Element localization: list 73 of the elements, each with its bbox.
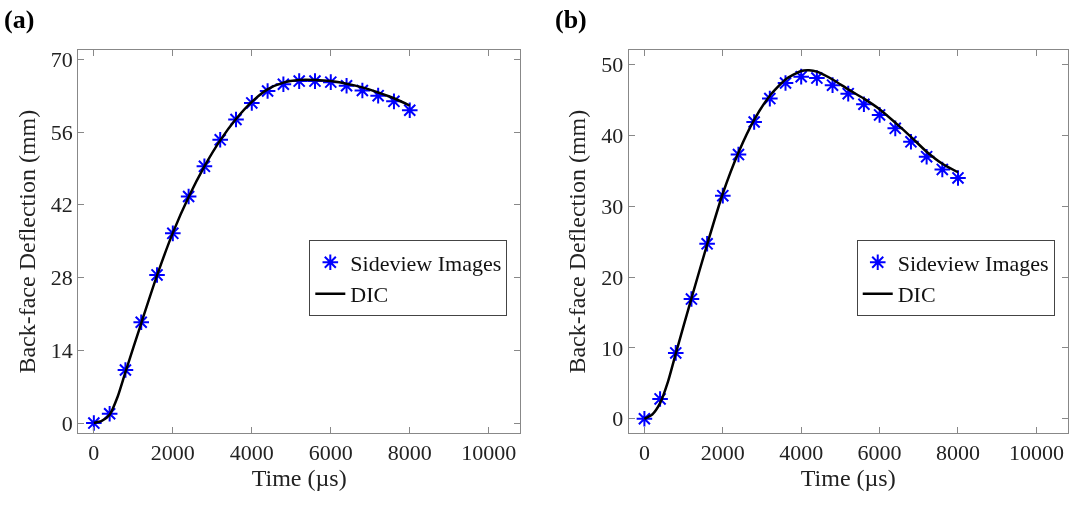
point bbox=[400, 101, 419, 119]
x-axis-title: Time (µs) bbox=[251, 465, 347, 492]
x-tick-label: 4000 bbox=[229, 440, 274, 466]
point bbox=[761, 89, 779, 108]
y-tick-label: 0 bbox=[61, 410, 73, 436]
point bbox=[933, 160, 952, 179]
x-tick-label: 6000 bbox=[308, 440, 353, 466]
point bbox=[116, 361, 135, 379]
point bbox=[714, 186, 732, 205]
chart-title: (a) bbox=[4, 5, 35, 34]
x-axis-title: Time (µs) bbox=[800, 465, 896, 492]
point bbox=[258, 82, 277, 100]
point bbox=[855, 95, 873, 114]
y-tick-label: 42 bbox=[50, 192, 73, 218]
x-tick-label: 4000 bbox=[779, 440, 824, 466]
legend-label: Sideview Images bbox=[897, 250, 1049, 276]
point bbox=[306, 72, 324, 90]
x-tick-label: 8000 bbox=[935, 440, 980, 466]
point bbox=[776, 74, 795, 92]
y-tick-label: 30 bbox=[601, 193, 624, 219]
y-tick-label: 50 bbox=[601, 52, 624, 78]
y-axis-title: Back-face Deflection (mm) bbox=[13, 109, 40, 374]
point bbox=[666, 344, 685, 362]
x-tick-label: 2000 bbox=[700, 440, 745, 466]
x-tick-label: 10000 bbox=[1008, 440, 1064, 466]
point bbox=[651, 390, 669, 408]
x-tick-label: 8000 bbox=[387, 440, 432, 466]
point bbox=[337, 76, 356, 95]
legend-label: DIC bbox=[897, 282, 936, 308]
point bbox=[902, 133, 920, 151]
point bbox=[243, 94, 261, 112]
point bbox=[369, 86, 387, 105]
x-tick-label: 6000 bbox=[857, 440, 902, 466]
y-tick-label: 56 bbox=[50, 119, 73, 145]
y-axis-title: Back-face Deflection (mm) bbox=[564, 109, 591, 374]
y-tick-label: 10 bbox=[601, 335, 624, 361]
point bbox=[698, 235, 716, 253]
point bbox=[132, 313, 151, 332]
point bbox=[792, 67, 810, 86]
point bbox=[85, 414, 103, 432]
y-tick-label: 14 bbox=[50, 338, 73, 363]
point bbox=[227, 110, 245, 129]
x-tick-label: 0 bbox=[88, 440, 100, 466]
legend-label: Sideview Images bbox=[350, 250, 502, 276]
point bbox=[100, 404, 119, 423]
point bbox=[949, 169, 967, 187]
point bbox=[870, 106, 889, 124]
point bbox=[745, 113, 763, 131]
point bbox=[635, 409, 654, 428]
point bbox=[823, 76, 842, 94]
point bbox=[274, 75, 293, 94]
point bbox=[917, 147, 936, 166]
y-tick-label: 28 bbox=[50, 265, 73, 291]
point bbox=[164, 224, 182, 243]
point bbox=[385, 92, 403, 111]
point bbox=[195, 157, 214, 176]
point bbox=[148, 266, 166, 284]
x-tick-label: 10000 bbox=[461, 440, 517, 466]
x-tick-label: 2000 bbox=[150, 440, 195, 466]
y-tick-label: 70 bbox=[50, 46, 73, 72]
point bbox=[839, 84, 858, 103]
point bbox=[808, 69, 826, 87]
legend-label: DIC bbox=[350, 282, 389, 308]
point bbox=[682, 290, 701, 308]
point bbox=[211, 131, 230, 149]
y-tick-label: 0 bbox=[612, 406, 624, 432]
chart-title: (b) bbox=[555, 5, 587, 34]
x-tick-label: 0 bbox=[638, 440, 650, 466]
point bbox=[729, 145, 748, 164]
point bbox=[179, 187, 198, 206]
y-tick-label: 40 bbox=[601, 123, 624, 149]
point bbox=[321, 73, 340, 91]
y-tick-label: 20 bbox=[601, 264, 624, 290]
